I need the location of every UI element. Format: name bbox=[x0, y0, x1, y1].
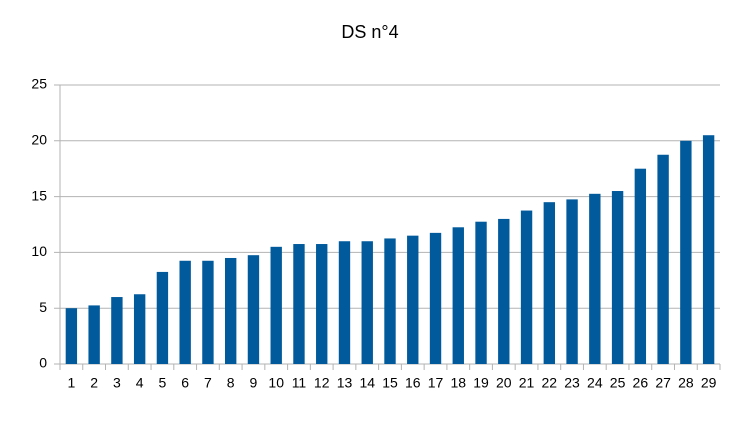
bar bbox=[566, 199, 578, 364]
x-tick-label: 8 bbox=[227, 375, 235, 391]
bar bbox=[111, 297, 123, 364]
x-tick-label: 15 bbox=[382, 375, 398, 391]
x-tick-label: 29 bbox=[701, 375, 717, 391]
x-tick-label: 4 bbox=[136, 375, 144, 391]
x-tick-label: 10 bbox=[268, 375, 284, 391]
bar bbox=[293, 244, 305, 364]
bar bbox=[88, 305, 100, 364]
bar bbox=[429, 232, 442, 364]
chart-title: DS n°4 bbox=[341, 22, 398, 42]
bar bbox=[452, 227, 464, 364]
x-tick-label: 12 bbox=[314, 375, 330, 391]
x-tick-label: 1 bbox=[67, 375, 75, 391]
x-tick-label: 28 bbox=[678, 375, 694, 391]
bar bbox=[680, 140, 692, 364]
bar bbox=[475, 221, 487, 364]
x-tick-label: 23 bbox=[564, 375, 580, 391]
bar bbox=[361, 241, 373, 364]
x-tick-label: 11 bbox=[292, 375, 307, 391]
x-tick-label: 2 bbox=[90, 375, 98, 391]
y-tick-label: 5 bbox=[39, 299, 47, 315]
x-tick-label: 3 bbox=[113, 375, 121, 391]
bar bbox=[156, 271, 169, 364]
bar bbox=[133, 294, 146, 364]
y-tick-label: 15 bbox=[31, 187, 47, 203]
x-tick-label: 5 bbox=[159, 375, 167, 391]
y-tick-label: 20 bbox=[31, 132, 47, 148]
x-tick-label: 6 bbox=[181, 375, 189, 391]
x-tick-label: 19 bbox=[473, 375, 489, 391]
bar bbox=[247, 255, 260, 364]
x-tick-label: 21 bbox=[519, 375, 535, 391]
x-tick-label: 14 bbox=[359, 375, 375, 391]
x-tick-label: 18 bbox=[450, 375, 466, 391]
x-tick-label: 9 bbox=[250, 375, 258, 391]
bar bbox=[498, 218, 510, 364]
bar bbox=[384, 238, 396, 364]
y-tick-label: 10 bbox=[31, 243, 47, 259]
bar bbox=[657, 154, 669, 364]
bar bbox=[179, 260, 191, 364]
bar bbox=[611, 191, 624, 364]
bar bbox=[270, 246, 282, 364]
bar bbox=[543, 202, 555, 364]
bar bbox=[225, 257, 237, 364]
x-tick-label: 16 bbox=[405, 375, 421, 391]
bar bbox=[520, 210, 533, 364]
x-tick-label: 20 bbox=[496, 375, 512, 391]
bar bbox=[589, 193, 601, 364]
bar bbox=[316, 244, 328, 364]
bar bbox=[338, 241, 351, 364]
x-tick-label: 24 bbox=[587, 375, 603, 391]
bar bbox=[634, 168, 647, 364]
x-tick-label: 26 bbox=[633, 375, 649, 391]
bar bbox=[407, 235, 419, 364]
bar bbox=[702, 135, 715, 364]
x-tick-label: 17 bbox=[428, 375, 444, 391]
y-tick-label: 25 bbox=[31, 76, 47, 92]
x-tick-label: 13 bbox=[337, 375, 353, 391]
bar bbox=[202, 260, 214, 364]
x-tick-label: 22 bbox=[542, 375, 558, 391]
x-tick-label: 7 bbox=[204, 375, 212, 391]
x-tick-label: 27 bbox=[655, 375, 671, 391]
bar bbox=[65, 308, 78, 364]
y-tick-label: 0 bbox=[39, 355, 47, 371]
x-tick-label: 25 bbox=[610, 375, 626, 391]
